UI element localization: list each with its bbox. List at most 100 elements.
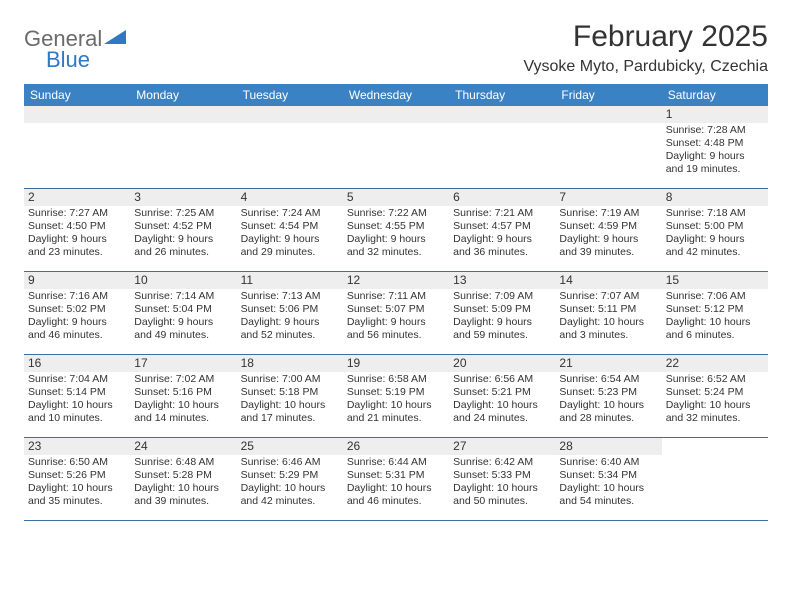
calendar-cell: 5Sunrise: 7:22 AMSunset: 4:55 PMDaylight… — [343, 189, 449, 271]
empty-day — [24, 106, 130, 123]
dow-wednesday: Wednesday — [343, 84, 449, 106]
calendar-cell: 1Sunrise: 7:28 AMSunset: 4:48 PMDaylight… — [662, 106, 768, 188]
dow-thursday: Thursday — [449, 84, 555, 106]
day-number: 23 — [24, 438, 130, 455]
calendar-cell: 24Sunrise: 6:48 AMSunset: 5:28 PMDayligh… — [130, 438, 236, 520]
sunrise: Sunrise: 7:00 AM — [241, 373, 339, 386]
daylight: Daylight: 9 hours and 52 minutes. — [241, 316, 339, 342]
day-of-week-header: Sunday Monday Tuesday Wednesday Thursday… — [24, 84, 768, 106]
calendar-cell: 10Sunrise: 7:14 AMSunset: 5:04 PMDayligh… — [130, 272, 236, 354]
calendar-cell: 2Sunrise: 7:27 AMSunset: 4:50 PMDaylight… — [24, 189, 130, 271]
logo-blue: Blue — [46, 49, 126, 71]
day-number: 5 — [343, 189, 449, 206]
day-number: 27 — [449, 438, 555, 455]
calendar-cell: 15Sunrise: 7:06 AMSunset: 5:12 PMDayligh… — [662, 272, 768, 354]
calendar-cell: 20Sunrise: 6:56 AMSunset: 5:21 PMDayligh… — [449, 355, 555, 437]
sunset: Sunset: 5:19 PM — [347, 386, 445, 399]
calendar-cell — [237, 106, 343, 188]
daylight: Daylight: 9 hours and 26 minutes. — [134, 233, 232, 259]
day-number: 19 — [343, 355, 449, 372]
day-number: 21 — [555, 355, 661, 372]
day-number: 18 — [237, 355, 343, 372]
calendar-cell: 22Sunrise: 6:52 AMSunset: 5:24 PMDayligh… — [662, 355, 768, 437]
sunrise: Sunrise: 7:18 AM — [666, 207, 764, 220]
sunrise: Sunrise: 7:24 AM — [241, 207, 339, 220]
calendar-cell: 17Sunrise: 7:02 AMSunset: 5:16 PMDayligh… — [130, 355, 236, 437]
calendar-week: 23Sunrise: 6:50 AMSunset: 5:26 PMDayligh… — [24, 438, 768, 521]
dow-monday: Monday — [130, 84, 236, 106]
day-number: 6 — [449, 189, 555, 206]
daylight: Daylight: 10 hours and 17 minutes. — [241, 399, 339, 425]
daylight: Daylight: 10 hours and 6 minutes. — [666, 316, 764, 342]
sunset: Sunset: 4:59 PM — [559, 220, 657, 233]
sunset: Sunset: 5:04 PM — [134, 303, 232, 316]
daylight: Daylight: 10 hours and 35 minutes. — [28, 482, 126, 508]
calendar-cell: 13Sunrise: 7:09 AMSunset: 5:09 PMDayligh… — [449, 272, 555, 354]
sunset: Sunset: 5:26 PM — [28, 469, 126, 482]
sunrise: Sunrise: 7:02 AM — [134, 373, 232, 386]
calendar-cell: 4Sunrise: 7:24 AMSunset: 4:54 PMDaylight… — [237, 189, 343, 271]
sunrise: Sunrise: 7:28 AM — [666, 124, 764, 137]
sunset: Sunset: 5:09 PM — [453, 303, 551, 316]
day-number: 15 — [662, 272, 768, 289]
daylight: Daylight: 10 hours and 10 minutes. — [28, 399, 126, 425]
calendar-cell: 16Sunrise: 7:04 AMSunset: 5:14 PMDayligh… — [24, 355, 130, 437]
day-number: 1 — [662, 106, 768, 123]
empty-day — [343, 106, 449, 123]
sunrise: Sunrise: 6:58 AM — [347, 373, 445, 386]
sunrise: Sunrise: 7:19 AM — [559, 207, 657, 220]
calendar-week: 16Sunrise: 7:04 AMSunset: 5:14 PMDayligh… — [24, 355, 768, 438]
day-number: 8 — [662, 189, 768, 206]
day-number: 9 — [24, 272, 130, 289]
sunset: Sunset: 5:18 PM — [241, 386, 339, 399]
sunset: Sunset: 5:34 PM — [559, 469, 657, 482]
sunset: Sunset: 5:11 PM — [559, 303, 657, 316]
daylight: Daylight: 9 hours and 36 minutes. — [453, 233, 551, 259]
logo: General Blue — [24, 20, 126, 71]
calendar-cell: 26Sunrise: 6:44 AMSunset: 5:31 PMDayligh… — [343, 438, 449, 520]
sunrise: Sunrise: 6:48 AM — [134, 456, 232, 469]
sunset: Sunset: 5:28 PM — [134, 469, 232, 482]
daylight: Daylight: 9 hours and 23 minutes. — [28, 233, 126, 259]
calendar-cell: 8Sunrise: 7:18 AMSunset: 5:00 PMDaylight… — [662, 189, 768, 271]
day-number: 13 — [449, 272, 555, 289]
daylight: Daylight: 9 hours and 46 minutes. — [28, 316, 126, 342]
sunset: Sunset: 5:00 PM — [666, 220, 764, 233]
sunrise: Sunrise: 6:40 AM — [559, 456, 657, 469]
daylight: Daylight: 9 hours and 56 minutes. — [347, 316, 445, 342]
sunset: Sunset: 4:52 PM — [134, 220, 232, 233]
sunset: Sunset: 5:06 PM — [241, 303, 339, 316]
day-number: 2 — [24, 189, 130, 206]
sunset: Sunset: 4:57 PM — [453, 220, 551, 233]
sunrise: Sunrise: 6:42 AM — [453, 456, 551, 469]
day-number: 14 — [555, 272, 661, 289]
sunset: Sunset: 5:29 PM — [241, 469, 339, 482]
calendar-cell: 6Sunrise: 7:21 AMSunset: 4:57 PMDaylight… — [449, 189, 555, 271]
sunrise: Sunrise: 7:25 AM — [134, 207, 232, 220]
sunset: Sunset: 5:12 PM — [666, 303, 764, 316]
empty-day — [449, 106, 555, 123]
calendar-cell — [662, 438, 768, 520]
daylight: Daylight: 9 hours and 19 minutes. — [666, 150, 764, 176]
calendar-cell: 14Sunrise: 7:07 AMSunset: 5:11 PMDayligh… — [555, 272, 661, 354]
sunrise: Sunrise: 7:27 AM — [28, 207, 126, 220]
sunset: Sunset: 5:23 PM — [559, 386, 657, 399]
daylight: Daylight: 10 hours and 39 minutes. — [134, 482, 232, 508]
sunrise: Sunrise: 6:52 AM — [666, 373, 764, 386]
sunrise: Sunrise: 7:22 AM — [347, 207, 445, 220]
calendar-cell: 11Sunrise: 7:13 AMSunset: 5:06 PMDayligh… — [237, 272, 343, 354]
sunset: Sunset: 5:21 PM — [453, 386, 551, 399]
empty-day — [130, 106, 236, 123]
calendar-cell — [343, 106, 449, 188]
calendar-cell: 19Sunrise: 6:58 AMSunset: 5:19 PMDayligh… — [343, 355, 449, 437]
calendar-cell — [555, 106, 661, 188]
day-number: 17 — [130, 355, 236, 372]
sunset: Sunset: 5:14 PM — [28, 386, 126, 399]
day-number: 4 — [237, 189, 343, 206]
sunrise: Sunrise: 6:56 AM — [453, 373, 551, 386]
daylight: Daylight: 10 hours and 42 minutes. — [241, 482, 339, 508]
sunset: Sunset: 4:48 PM — [666, 137, 764, 150]
daylight: Daylight: 10 hours and 21 minutes. — [347, 399, 445, 425]
sunrise: Sunrise: 7:09 AM — [453, 290, 551, 303]
calendar-cell — [24, 106, 130, 188]
